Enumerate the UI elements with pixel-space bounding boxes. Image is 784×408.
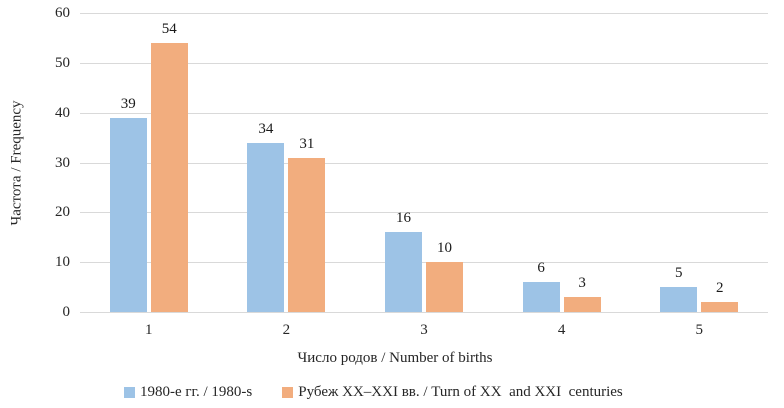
legend-item-1: 1980-е гг. / 1980-s <box>124 384 252 401</box>
gridline-y-20 <box>80 212 768 214</box>
bar-series2-cat1 <box>150 43 188 312</box>
data-label: 6 <box>537 260 545 276</box>
x-tick-label: 3 <box>420 322 428 338</box>
bar-series1-cat1 <box>109 118 147 312</box>
bar-group-3: 16 10 <box>385 13 463 312</box>
y-tick-label: 20 <box>55 204 70 221</box>
gridline-y-0 <box>80 312 768 313</box>
legend: 1980-е гг. / 1980-s Рубеж XX–XXI вв. / Tu… <box>124 384 623 401</box>
x-tick-label: 2 <box>282 322 291 338</box>
bar-series1-cat5 <box>660 287 698 312</box>
bar-series2-cat2 <box>288 158 326 312</box>
data-label: 10 <box>437 240 452 256</box>
data-label: 34 <box>258 121 274 137</box>
gridline-y-60 <box>80 13 768 14</box>
bar-series1-cat3 <box>385 232 422 312</box>
bar-series2-cat5 <box>701 302 739 312</box>
legend-marker-icon <box>282 387 294 398</box>
data-label: 54 <box>161 21 177 37</box>
x-tick-label: 1 <box>145 322 153 338</box>
legend-marker-icon <box>124 387 135 398</box>
gridline-y-30 <box>80 162 768 164</box>
bar-series1-cat2 <box>247 143 285 312</box>
x-axis-title: Число родов / Number of births <box>297 350 493 366</box>
bar-series2-cat4 <box>563 297 601 312</box>
x-tick-label: 5 <box>695 322 703 338</box>
legend-item-2: Рубеж XX–XXI вв. / Turn of XX and XXI ce… <box>282 384 623 401</box>
gridline-y-50 <box>80 62 768 64</box>
y-tick-label: 50 <box>55 54 70 71</box>
data-label: 2 <box>715 280 724 296</box>
y-axis-title: Частота / Frequency <box>8 100 25 226</box>
legend-label: Рубеж XX–XXI вв. / Turn of XX and XXI ce… <box>298 384 623 400</box>
legend-label: 1980-е гг. / 1980-s <box>140 384 253 400</box>
bar-group-2: 34 31 <box>247 13 326 312</box>
plot-area: 0 10 20 30 40 50 60 39 54 1 34 31 2 16 10 3 6 3 4 5 2 5 <box>55 6 768 338</box>
data-label: 31 <box>299 136 315 152</box>
y-tick-label: 40 <box>55 104 70 121</box>
bar-group-1: 39 54 <box>109 13 188 312</box>
gridline-y-40 <box>80 112 768 114</box>
y-tick-label: 30 <box>55 154 70 171</box>
y-tick-label: 0 <box>62 304 71 320</box>
bar-series2-cat3 <box>426 262 463 312</box>
data-label: 5 <box>674 265 683 281</box>
bar-series1-cat4 <box>522 282 560 312</box>
data-label: 39 <box>120 96 136 112</box>
x-tick-label: 4 <box>557 322 566 338</box>
data-label: 16 <box>396 210 411 226</box>
data-label: 3 <box>578 275 586 291</box>
y-tick-label: 10 <box>55 254 70 271</box>
gridline-y-10 <box>80 262 768 264</box>
y-tick-label: 60 <box>55 5 70 21</box>
